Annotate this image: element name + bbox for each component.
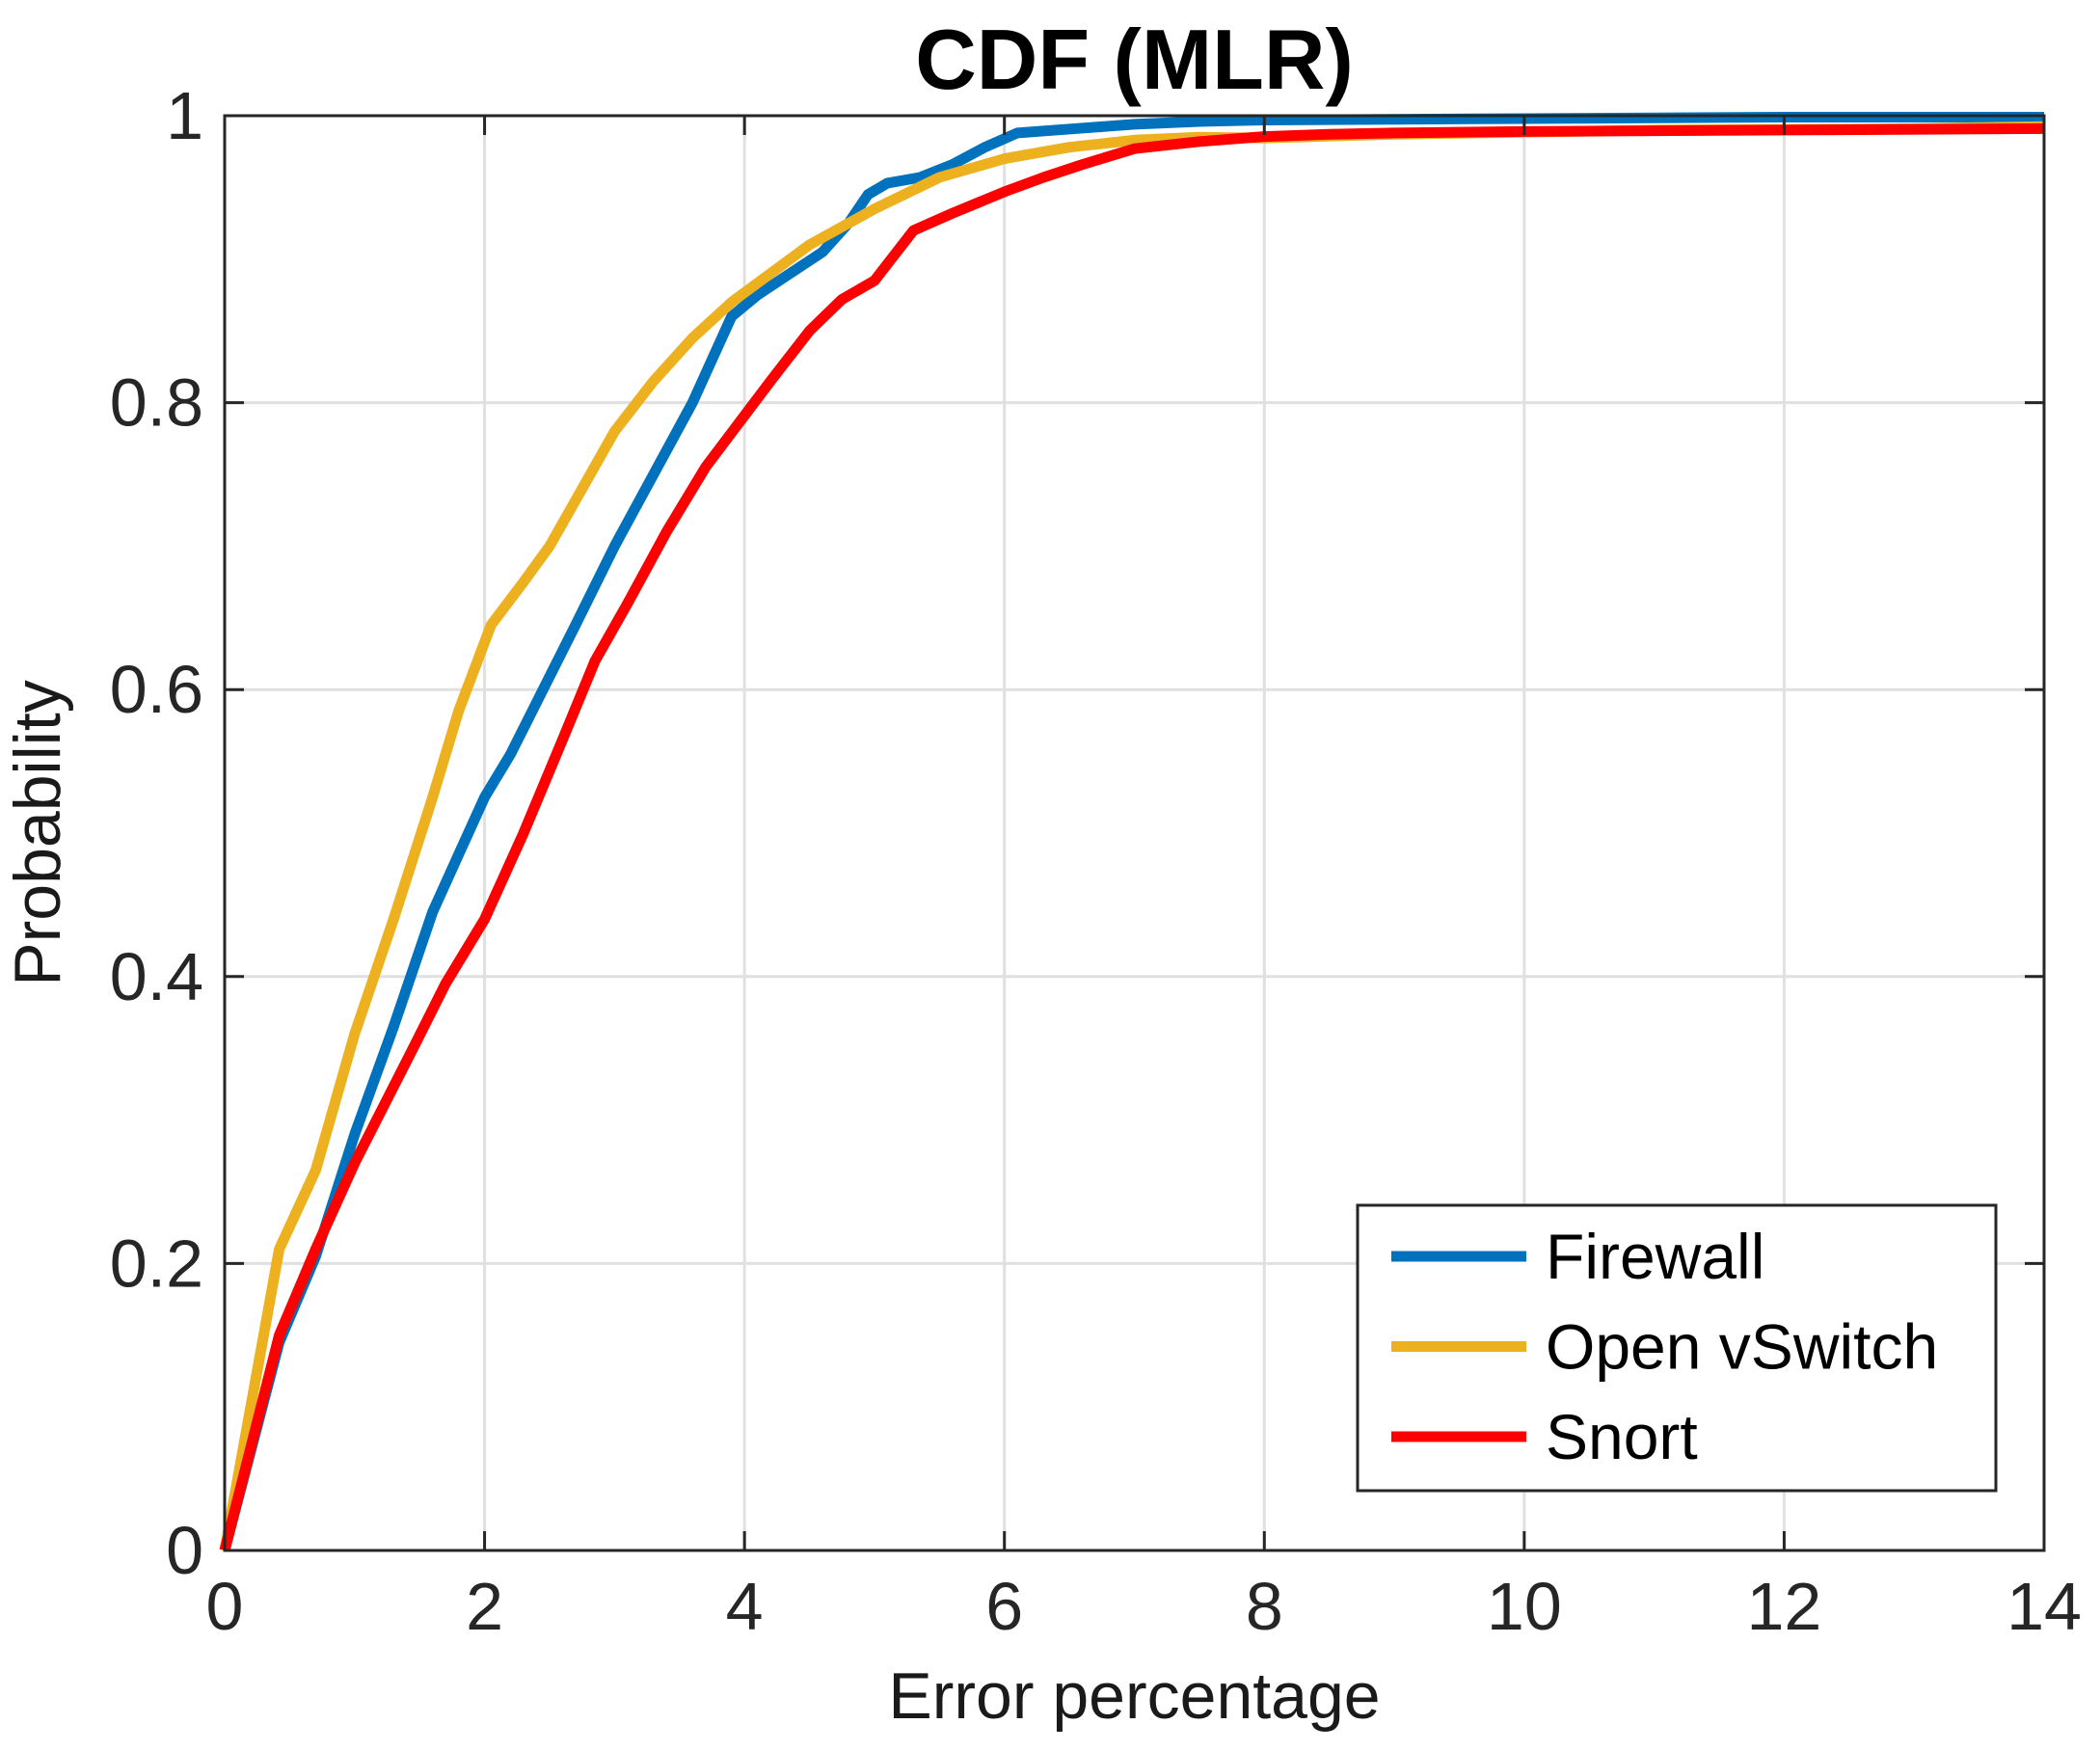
- series-lines: [219, 112, 2045, 1552]
- y-tick-label: 0.4: [110, 939, 203, 1014]
- x-tick-label: 10: [1487, 1569, 1562, 1644]
- chart-title: CDF (MLR): [915, 12, 1354, 107]
- y-tick-label: 0.8: [110, 365, 203, 441]
- x-axis-label: Error percentage: [888, 1659, 1380, 1733]
- legend-label-snort: Snort: [1546, 1401, 1698, 1472]
- x-tick-label: 14: [2006, 1569, 2082, 1644]
- y-tick-label: 0.6: [110, 652, 203, 727]
- x-tick-label: 2: [466, 1569, 503, 1644]
- x-tick-label: 12: [1746, 1569, 1821, 1644]
- plot-frame: [223, 114, 2046, 1552]
- legend-box: Firewall Open vSwitch Snort: [1356, 1203, 1998, 1493]
- series-snort: [219, 122, 2045, 1552]
- tick-labels: 0 2 4 6 8 10 12 14 0 0.2 0.4 0.6 0.8 1: [110, 78, 2082, 1644]
- x-tick-label: 8: [1246, 1569, 1283, 1644]
- x-tick-label: 6: [985, 1569, 1023, 1644]
- tick-marks: [223, 114, 2046, 1552]
- series-firewall: [219, 112, 2044, 1552]
- x-tick-label: 0: [206, 1569, 244, 1644]
- y-axis-label: Probability: [1, 680, 74, 986]
- legend-label-firewall: Firewall: [1546, 1221, 1764, 1292]
- y-tick-label: 0.2: [110, 1226, 203, 1301]
- x-tick-label: 4: [726, 1569, 764, 1644]
- y-tick-label: 1: [166, 78, 203, 153]
- legend-label-open-vswitch: Open vSwitch: [1546, 1311, 1938, 1383]
- y-tick-label: 0: [166, 1513, 203, 1588]
